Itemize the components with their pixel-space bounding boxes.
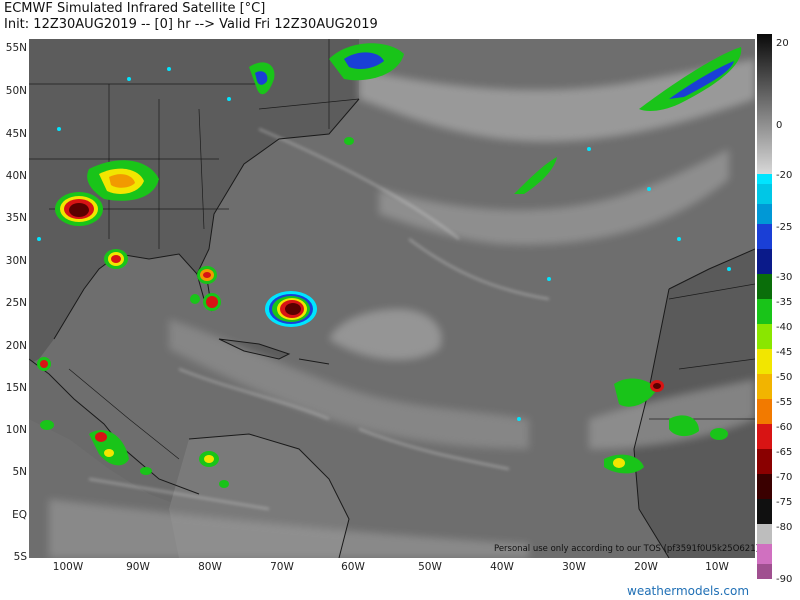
colorbar-tick: -55 [776,397,793,408]
lat-label: 20N [5,340,27,352]
colorbar-tick: -75 [776,497,793,508]
colorbar-tick: -65 [776,447,793,458]
colorbar-tick: -40 [776,322,793,333]
lon-label: 70W [270,561,294,573]
storm-west-africa [604,378,728,474]
colorbar-tick: 0 [776,120,783,131]
storm-north-atlantic-front [514,47,742,194]
storm-southern-plains [55,160,159,226]
lon-label: 10W [705,561,729,573]
lon-label: 80W [198,561,222,573]
colorbar-tick: -80 [776,522,793,533]
scattered-cells [37,67,731,421]
title-line-1: ECMWF Simulated Infrared Satellite [°C] [4,1,266,16]
lat-label: 35N [5,212,27,224]
storm-central-america [37,357,229,488]
lat-label: 25N [5,297,27,309]
satellite-map[interactable] [29,39,755,558]
storm-gulf-coast [104,249,221,311]
storm-northeast [249,43,404,145]
lon-label: 50W [418,561,442,573]
lat-label: 40N [5,170,27,182]
lat-label: 45N [5,128,27,140]
brand-link[interactable]: weathermodels.com [627,584,750,598]
north-america-land [29,39,359,364]
colorbar-tick: -70 [776,472,793,483]
colorbar-tick: -90 [776,574,793,585]
lon-label: 40W [490,561,514,573]
lon-label: 20W [634,561,658,573]
lon-label: 30W [562,561,586,573]
map-canvas [29,39,755,558]
colorbar-tick: -30 [776,272,793,283]
colorbar-tick: -45 [776,347,793,358]
disclaimer-text: Personal use only according to our TOS (… [494,544,759,554]
storm-dorian [265,291,317,327]
lon-label: 60W [341,561,365,573]
lat-label: 50N [5,85,27,97]
cuba-land [219,339,289,359]
colorbar-tick: 20 [776,38,789,49]
lat-label: 30N [5,255,27,267]
colorbar [757,34,772,579]
lat-label: 55N [5,42,27,54]
lon-label: 90W [126,561,150,573]
colorbar-tick: -60 [776,422,793,433]
colorbar-tick: -35 [776,297,793,308]
colorbar-tick: -50 [776,372,793,383]
colorbar-tick: -20 [776,170,793,181]
lat-label: 5N [12,466,27,478]
map-title: ECMWF Simulated Infrared Satellite [°C] … [4,1,378,33]
lat-label: 5S [13,551,27,563]
colorbar-tick: -25 [776,222,793,233]
title-line-2: Init: 12Z30AUG2019 -- [0] hr --> Valid F… [4,17,378,32]
lon-label: 100W [52,561,84,573]
lat-label: 10N [5,424,27,436]
lat-label: 15N [5,382,27,394]
lat-label: EQ [12,509,27,521]
